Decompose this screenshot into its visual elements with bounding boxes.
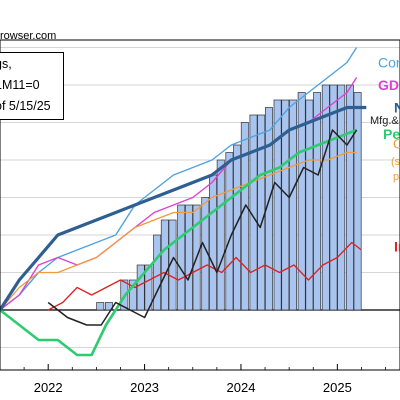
- legend-line-2: 1M11=0: [0, 78, 40, 92]
- bar: [305, 99, 314, 311]
- legend-line-1: gs,: [0, 57, 12, 71]
- bar: [209, 174, 217, 311]
- bar: [289, 99, 297, 311]
- series-label: Pe: [383, 126, 400, 142]
- series-label: (s: [391, 156, 400, 168]
- series-line-nfp: [0, 105, 367, 311]
- series-label: GD: [378, 77, 399, 93]
- bar: [225, 152, 234, 311]
- bar: [273, 99, 282, 311]
- source-text: rowser.com: [0, 30, 57, 42]
- bar: [281, 99, 290, 311]
- x-axis-ticks: 2022 2023 2024 2025: [23, 364, 386, 395]
- series-line-orange: [0, 151, 357, 311]
- series-label: p: [393, 171, 399, 183]
- legend-box: gs, 1M11=0 of 5/15/25: [0, 52, 64, 120]
- series-label: Mfg.&: [370, 115, 399, 127]
- bar: [329, 84, 338, 311]
- bar: [257, 114, 266, 311]
- bar: [184, 204, 193, 311]
- gridlines: [0, 47, 400, 348]
- bar: [321, 84, 330, 311]
- x-tick-label: 2024: [227, 380, 256, 395]
- legend-line-3: of 5/15/25: [0, 99, 51, 113]
- series-label: Ir: [394, 238, 400, 254]
- bar: [153, 234, 162, 311]
- series-line-consumption: [0, 47, 358, 311]
- x-tick-label: 2023: [130, 380, 159, 395]
- bar: [313, 92, 322, 311]
- x-tick-label: 2025: [323, 380, 352, 395]
- series-line-personal_income: [0, 128, 358, 357]
- bar: [353, 92, 362, 311]
- plot-frame: [0, 39, 400, 371]
- bar: [136, 264, 145, 311]
- series-line-industrial: [47, 241, 362, 311]
- bar: [233, 144, 242, 311]
- line-series: [0, 47, 367, 357]
- series-label: N: [394, 100, 400, 116]
- bar: [96, 302, 105, 311]
- series-label: O: [393, 136, 400, 152]
- bar: [168, 219, 177, 311]
- series-line-mfg: [47, 129, 358, 326]
- bar: [240, 122, 249, 311]
- bar: [201, 197, 210, 311]
- bar: [216, 159, 225, 311]
- bar: [177, 204, 186, 311]
- bar: [129, 279, 137, 311]
- bar: [264, 107, 273, 311]
- bar: [297, 92, 306, 311]
- series-label: Cor: [378, 55, 400, 71]
- x-tick-label: 2022: [34, 380, 63, 395]
- bar: [160, 219, 169, 311]
- bar: [345, 84, 354, 311]
- bar: [337, 84, 346, 311]
